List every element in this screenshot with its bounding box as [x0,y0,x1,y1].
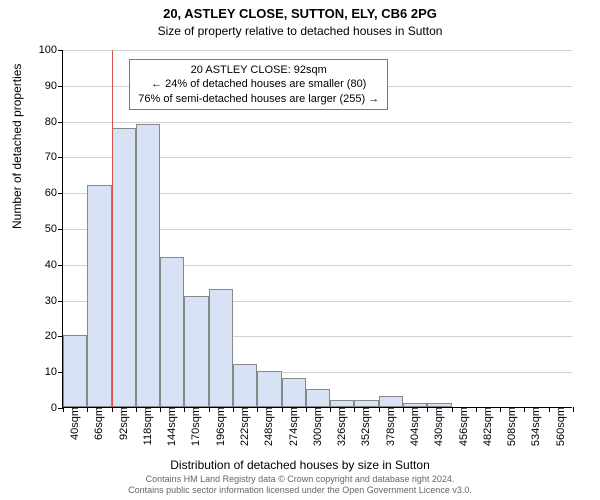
xtick-label: 508sqm [500,407,518,446]
ytick-label: 100 [39,44,63,56]
callout-line1: 20 ASTLEY CLOSE: 92sqm [138,63,379,77]
histogram-bar [379,396,403,407]
histogram-bar [282,378,306,407]
chart-container: 20, ASTLEY CLOSE, SUTTON, ELY, CB6 2PG S… [0,0,600,500]
ytick-label: 50 [45,223,63,235]
histogram-bar [87,185,111,407]
histogram-bar [354,400,378,407]
chart-title: 20, ASTLEY CLOSE, SUTTON, ELY, CB6 2PG [0,6,600,21]
histogram-bar [160,257,184,407]
xtick-label: 456sqm [452,407,470,446]
callout-box: 20 ASTLEY CLOSE: 92sqm← 24% of detached … [129,59,388,110]
xtick-label: 378sqm [379,407,397,446]
ytick-label: 30 [45,295,63,307]
xtick-label: 404sqm [403,407,421,446]
histogram-bar [233,364,257,407]
xtick-label: 118sqm [136,407,154,445]
xtick-label: 482sqm [476,407,494,446]
attribution-text: Contains HM Land Registry data © Crown c… [0,474,600,496]
xtick-label: 222sqm [233,407,251,446]
xtick-label: 248sqm [257,407,275,446]
xtick-label: 560sqm [549,407,567,446]
xtick-label: 170sqm [184,407,202,446]
ytick-label: 10 [45,366,63,378]
histogram-bar [209,289,233,407]
chart-subtitle: Size of property relative to detached ho… [0,24,600,38]
xtick-label: 534sqm [524,407,542,446]
gridline [63,122,572,123]
ytick-label: 60 [45,187,63,199]
histogram-bar [112,128,136,407]
y-axis-label: Number of detached properties [10,64,24,229]
histogram-bar [257,371,281,407]
xtick-label: 326sqm [330,407,348,446]
attribution-line2: Contains public sector information licen… [128,485,472,495]
ytick-label: 90 [45,80,63,92]
ytick-label: 40 [45,259,63,271]
ytick-label: 70 [45,151,63,163]
xtick-label: 92sqm [112,407,130,440]
xtick-label: 430sqm [427,407,445,446]
ytick-label: 80 [45,116,63,128]
xtick-label: 196sqm [209,407,227,446]
callout-line2: ← 24% of detached houses are smaller (80… [138,77,379,91]
histogram-bar [306,389,330,407]
xtick-label: 144sqm [160,407,178,446]
xtick-mark [573,407,574,412]
callout-line3: 76% of semi-detached houses are larger (… [138,92,379,106]
xtick-label: 66sqm [87,407,105,440]
xtick-label: 274sqm [282,407,300,446]
xtick-label: 352sqm [354,407,372,446]
xtick-label: 300sqm [306,407,324,446]
ytick-label: 20 [45,330,63,342]
plot-area: 010203040506070809010040sqm66sqm92sqm118… [62,50,572,408]
marker-line [112,50,113,407]
histogram-bar [63,335,87,407]
xtick-label: 40sqm [63,407,81,440]
x-axis-label: Distribution of detached houses by size … [0,458,600,472]
histogram-bar [330,400,354,407]
histogram-bar [184,296,208,407]
gridline [63,50,572,51]
attribution-line1: Contains HM Land Registry data © Crown c… [146,474,455,484]
ytick-label: 0 [51,402,63,414]
histogram-bar [136,124,160,407]
